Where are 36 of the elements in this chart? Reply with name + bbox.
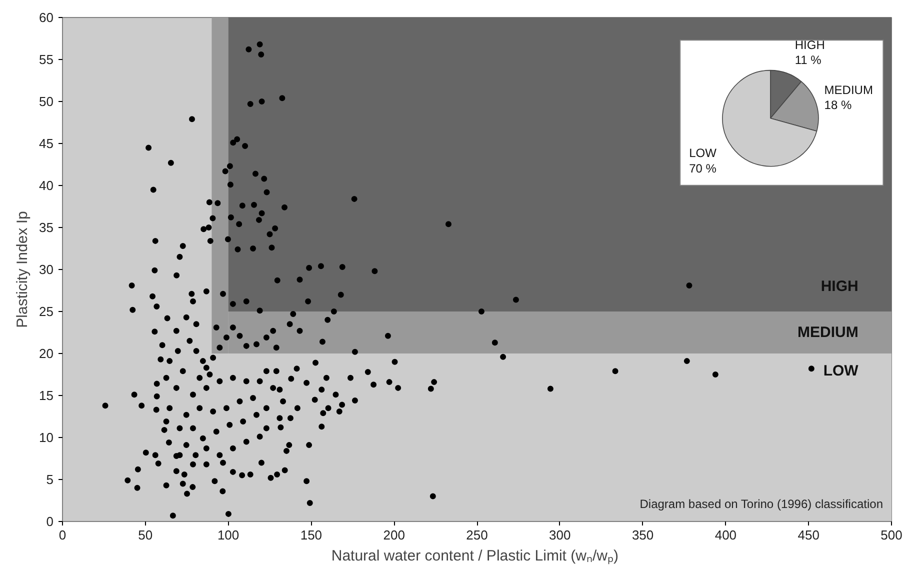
x-tick-label: 50 — [138, 528, 153, 542]
data-label: 11 % — [794, 53, 822, 68]
x-tick-label: 150 — [300, 528, 322, 542]
y-tick-label: 50 — [39, 94, 54, 109]
x-tick-label: 350 — [632, 528, 654, 542]
y-tick-label: 40 — [39, 178, 54, 193]
data-label: 18 % — [824, 98, 852, 112]
y-tick-label: 55 — [39, 52, 54, 67]
x-tick-label: 0 — [58, 528, 66, 542]
band-label: MEDIUM — [798, 324, 858, 341]
slice-label: MEDIUM — [824, 82, 873, 97]
slice-label: HIGH — [794, 38, 825, 52]
x-tick-label: 400 — [714, 528, 737, 542]
x-tick-label: 250 — [466, 528, 488, 542]
y-tick-label: 45 — [39, 136, 54, 151]
y-tick-label: 15 — [39, 388, 54, 403]
y-tick-label: 20 — [39, 346, 54, 361]
band-label: HIGH — [820, 278, 858, 295]
x-tick-label: 100 — [217, 528, 240, 542]
y-tick-label: 60 — [39, 10, 54, 25]
x-tick-label: 200 — [383, 528, 405, 542]
band-label: LOW — [823, 362, 860, 380]
data-label: 70 % — [689, 161, 717, 176]
slice-label: LOW — [689, 146, 718, 160]
y-tick-label: 10 — [39, 430, 54, 445]
y-tick-label: 35 — [39, 220, 54, 235]
y-axis-title: Plasticity Index Ip — [14, 211, 32, 328]
y-tick-label: 5 — [46, 472, 54, 487]
x-tick-label: 500 — [880, 528, 902, 542]
annotation: Diagram based on Torino (1996) classification — [640, 496, 884, 511]
x-tick-label: 300 — [549, 528, 571, 542]
y-tick-label: 0 — [46, 514, 54, 529]
x-axis-title: Natural water content / Plastic Limit (wₙ/wₚ) — [331, 548, 618, 564]
x-tick-label: 450 — [798, 528, 820, 542]
y-tick-label: 30 — [39, 262, 54, 277]
y-tick-label: 25 — [39, 304, 54, 319]
